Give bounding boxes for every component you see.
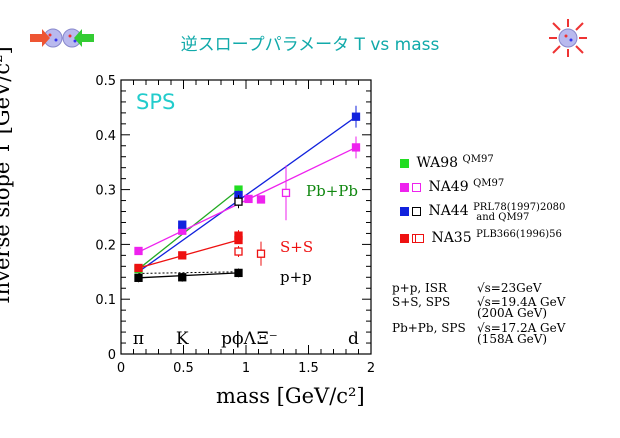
- note-energy: √s=23GeV: [477, 281, 542, 295]
- legend-row: NA35 PLB366(1996)56: [415, 230, 562, 246]
- ss-label: S+S: [280, 238, 314, 256]
- data-point: [178, 273, 187, 282]
- data-point: [244, 194, 253, 204]
- data-point: [134, 273, 143, 282]
- data-point: [134, 263, 143, 273]
- x-tick-label: 1: [242, 361, 250, 376]
- sps-label: SPS: [136, 90, 176, 114]
- legend-row: WA98 QM97: [400, 155, 494, 171]
- y-tick-label: 0.3: [95, 184, 116, 199]
- data-point: [256, 249, 266, 258]
- y-tick-label: 0.2: [95, 238, 116, 253]
- particle-label: π: [133, 329, 144, 349]
- data-point: [134, 246, 143, 256]
- legend-name: WA98: [412, 155, 463, 171]
- legend-reference: QM97: [473, 178, 505, 189]
- particle-label: d: [348, 329, 359, 349]
- data-point: [234, 231, 243, 240]
- note-energy: √s=17.2A GeV (158A GeV): [477, 321, 566, 346]
- fit-line: [138, 272, 239, 279]
- note-energy: √s=19.4A GeV (200A GeV): [477, 295, 566, 320]
- x-tick-label: 0.5: [173, 361, 194, 376]
- legend-row: NA44 PRL78(1997)2080 and QM97: [400, 203, 565, 223]
- collision-icon: [30, 28, 94, 48]
- y-tick-label: 0.5: [95, 74, 116, 89]
- particle-label: K: [176, 329, 189, 349]
- data-point: [256, 195, 266, 204]
- legend-name: NA44: [424, 203, 474, 219]
- data-point: [178, 220, 187, 229]
- y-axis-label: Inverse slope T [GeV/c²]: [0, 46, 14, 304]
- data-point: [234, 247, 243, 256]
- legend-marker: [412, 182, 421, 192]
- legend-reference: PLB366(1996)56: [476, 229, 562, 240]
- fit-line: [138, 116, 357, 273]
- data-point: [351, 143, 361, 152]
- data-point: [351, 112, 361, 121]
- x-axis-label: mass [GeV/c²]: [216, 384, 365, 408]
- legend-reference: QM97: [462, 154, 494, 165]
- x-tick-label: 1.5: [298, 361, 319, 376]
- pbpb-label: Pb+Pb: [306, 182, 358, 200]
- y-tick-label: 0.4: [95, 129, 116, 144]
- y-tick-label: 0: [108, 348, 116, 363]
- legend-marker: [412, 206, 421, 216]
- data-point: [234, 197, 243, 206]
- y-tick-label: 0.1: [95, 293, 116, 308]
- legend-name: NA35: [427, 230, 477, 246]
- note-system: S+S, SPS: [392, 295, 451, 309]
- legend-name: NA49: [424, 179, 474, 195]
- plot-frame: [120, 79, 372, 355]
- fit-line: [138, 189, 239, 270]
- explosion-icon: [549, 19, 587, 57]
- pp-label: p+p: [280, 268, 312, 286]
- data-point: [234, 268, 243, 278]
- legend-reference: PRL78(1997)2080 and QM97: [473, 202, 566, 223]
- legend-row: NA49 QM97: [400, 179, 504, 195]
- legend-marker: [400, 158, 409, 168]
- legend-marker: [400, 206, 409, 216]
- particle-label: pϕΛ: [221, 329, 256, 349]
- data-point: [281, 188, 291, 198]
- particle-label: Ξ⁻: [257, 329, 278, 349]
- slide-title: 逆スロープパラメータ T vs mass: [180, 35, 440, 55]
- fit-line: [138, 239, 239, 269]
- fit-line-dotted: [138, 271, 239, 274]
- legend-marker: [400, 182, 409, 192]
- data-point: [178, 251, 187, 260]
- x-tick-label: 0: [117, 361, 125, 376]
- x-tick-label: 2: [367, 361, 375, 376]
- note-system: Pb+Pb, SPS: [392, 321, 466, 335]
- legend-marker: [400, 233, 409, 243]
- note-system: p+p, ISR: [392, 281, 448, 295]
- legend-marker: [415, 233, 424, 243]
